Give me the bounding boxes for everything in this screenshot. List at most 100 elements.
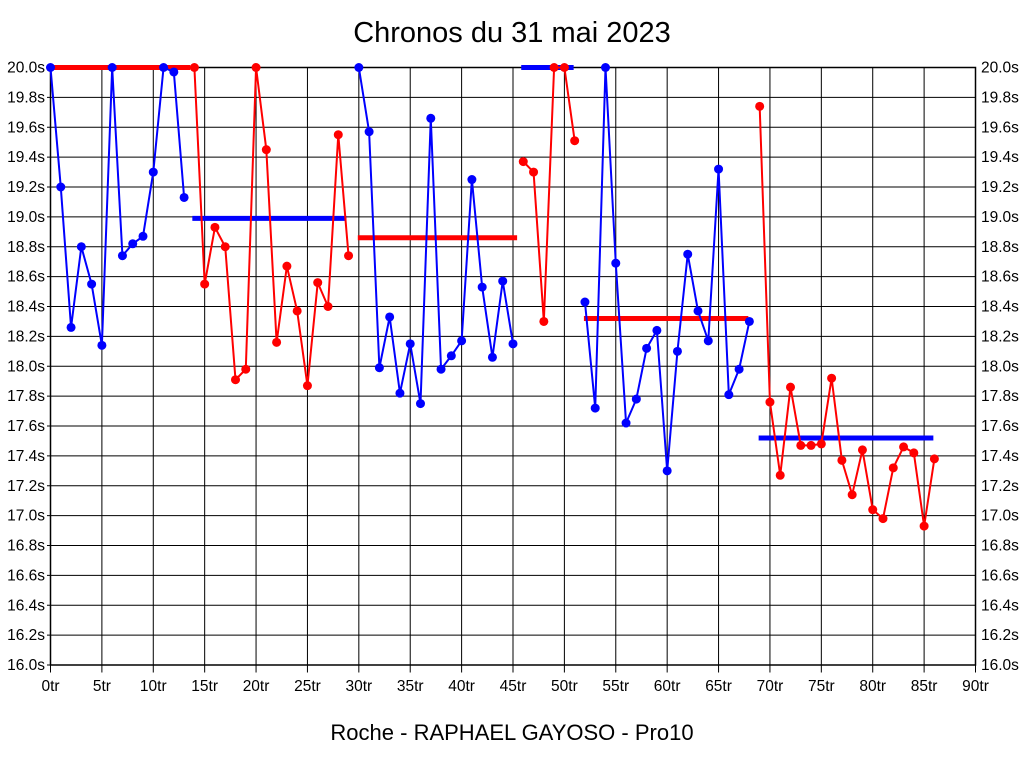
chart-footer-caption: Roche - RAPHAEL GAYOSO - Pro10	[330, 720, 694, 745]
data-point-run-5	[652, 325, 662, 335]
y-axis-tick-label: 17.8s	[981, 388, 1019, 405]
data-point-run-5	[580, 297, 590, 307]
x-axis-tick-label: 80tr	[859, 678, 886, 695]
y-axis-tick-label: 20.0s	[7, 60, 45, 77]
data-point-run-3	[436, 364, 446, 374]
y-axis-tick-label: 18.0s	[981, 358, 1019, 375]
data-point-run-1	[128, 239, 138, 249]
y-axis-tick-label: 17.0s	[7, 508, 45, 525]
data-point-run-3	[385, 312, 395, 322]
data-point-run-6	[847, 490, 857, 500]
y-axis-tick-label: 19.2s	[981, 179, 1019, 196]
y-axis-tick-label: 20.0s	[981, 60, 1019, 77]
data-point-run-3	[416, 399, 425, 409]
y-axis-tick-label: 18.0s	[7, 358, 45, 375]
x-axis-tick-label: 15tr	[191, 678, 218, 695]
data-point-run-4	[539, 316, 549, 326]
x-axis-tick-label: 60tr	[654, 678, 681, 695]
data-point-run-3	[508, 339, 518, 349]
data-point-run-6	[878, 514, 888, 524]
y-axis-tick-label: 16.2s	[981, 627, 1019, 644]
data-point-run-2	[272, 337, 282, 347]
y-axis-tick-label: 18.6s	[981, 269, 1019, 286]
y-axis-tick-label: 16.6s	[981, 567, 1019, 584]
data-point-run-6	[827, 373, 837, 383]
x-axis-tick-label: 55tr	[602, 678, 629, 695]
y-axis-tick-label: 19.8s	[981, 89, 1019, 106]
y-axis-tick-label: 18.4s	[981, 299, 1019, 316]
data-point-run-6	[775, 470, 785, 480]
data-point-run-3	[354, 63, 364, 72]
plot-border	[49, 66, 977, 666]
series-line-run-1	[49, 66, 186, 347]
data-point-run-3	[498, 276, 508, 286]
y-axis-tick-label: 17.6s	[981, 418, 1019, 435]
y-axis-tick-label: 19.8s	[7, 89, 45, 106]
data-point-run-1	[169, 67, 179, 77]
data-point-run-3	[364, 127, 374, 137]
series-line-run-6	[758, 106, 936, 528]
data-point-run-1	[66, 322, 76, 332]
data-point-run-2	[189, 63, 199, 72]
series-line-run-3	[357, 67, 514, 405]
data-point-run-2	[313, 278, 323, 288]
data-point-run-5	[734, 364, 744, 374]
data-point-run-2	[282, 261, 292, 271]
x-axis-tick-label: 90tr	[962, 678, 989, 695]
data-point-run-2	[292, 306, 302, 316]
data-point-run-3	[426, 113, 436, 123]
data-point-run-2	[200, 279, 210, 289]
y-axis-tick-label: 16.2s	[7, 627, 45, 644]
data-point-run-2	[333, 130, 343, 140]
data-point-run-1	[138, 231, 148, 241]
data-point-run-6	[929, 454, 939, 464]
data-point-run-2	[251, 63, 261, 72]
x-axis-tick-label: 35tr	[397, 678, 424, 695]
data-point-run-4	[549, 63, 559, 72]
y-axis-tick-label: 19.2s	[7, 179, 45, 196]
data-point-run-3	[487, 352, 497, 362]
x-axis-tick-label: 65tr	[705, 678, 732, 695]
data-point-run-3	[477, 282, 487, 292]
data-point-run-1	[97, 340, 107, 350]
data-point-run-5	[693, 306, 703, 316]
data-point-run-3	[467, 175, 477, 185]
data-point-run-1	[159, 63, 169, 72]
data-point-run-2	[261, 145, 271, 155]
data-point-run-6	[806, 440, 816, 450]
x-axis-tick-label: 40tr	[448, 678, 475, 695]
y-axis-tick-label: 17.2s	[7, 478, 45, 495]
data-point-run-2	[231, 375, 240, 385]
y-axis-tick-label: 16.6s	[7, 567, 45, 584]
data-point-run-2	[210, 222, 220, 232]
x-axis-tick-label: 45tr	[500, 678, 527, 695]
x-axis-tick-label: 25tr	[294, 678, 321, 695]
data-point-run-6	[857, 445, 867, 455]
series-line-run-4	[522, 66, 576, 323]
data-point-run-3	[395, 388, 405, 398]
y-axis-tick-label: 16.0s	[981, 657, 1019, 674]
y-axis-tick-label: 19.6s	[7, 119, 45, 136]
x-axis-tick-label: 75tr	[808, 678, 835, 695]
chart-title: Chronos du 31 mai 2023	[353, 17, 671, 49]
data-point-run-2	[323, 302, 333, 311]
data-point-run-5	[590, 403, 600, 413]
y-axis-tick-label: 16.4s	[981, 597, 1019, 614]
y-axis-tick-label: 17.0s	[981, 508, 1019, 525]
data-point-run-1	[87, 279, 97, 289]
y-axis-tick-label: 16.8s	[7, 538, 45, 555]
data-point-run-5	[724, 390, 734, 400]
y-axis-tick-label: 19.0s	[981, 209, 1019, 226]
y-axis-tick-label: 18.2s	[7, 328, 45, 345]
x-axis-tick-label: 30tr	[345, 678, 372, 695]
data-point-run-2	[220, 242, 230, 252]
y-axis-tick-label: 19.4s	[981, 149, 1019, 166]
data-point-run-6	[765, 397, 775, 407]
data-point-run-2	[241, 364, 251, 374]
data-point-run-5	[714, 164, 724, 174]
y-axis-tick-label: 17.4s	[7, 448, 45, 465]
data-point-run-1	[76, 242, 86, 252]
data-point-run-3	[457, 336, 467, 346]
